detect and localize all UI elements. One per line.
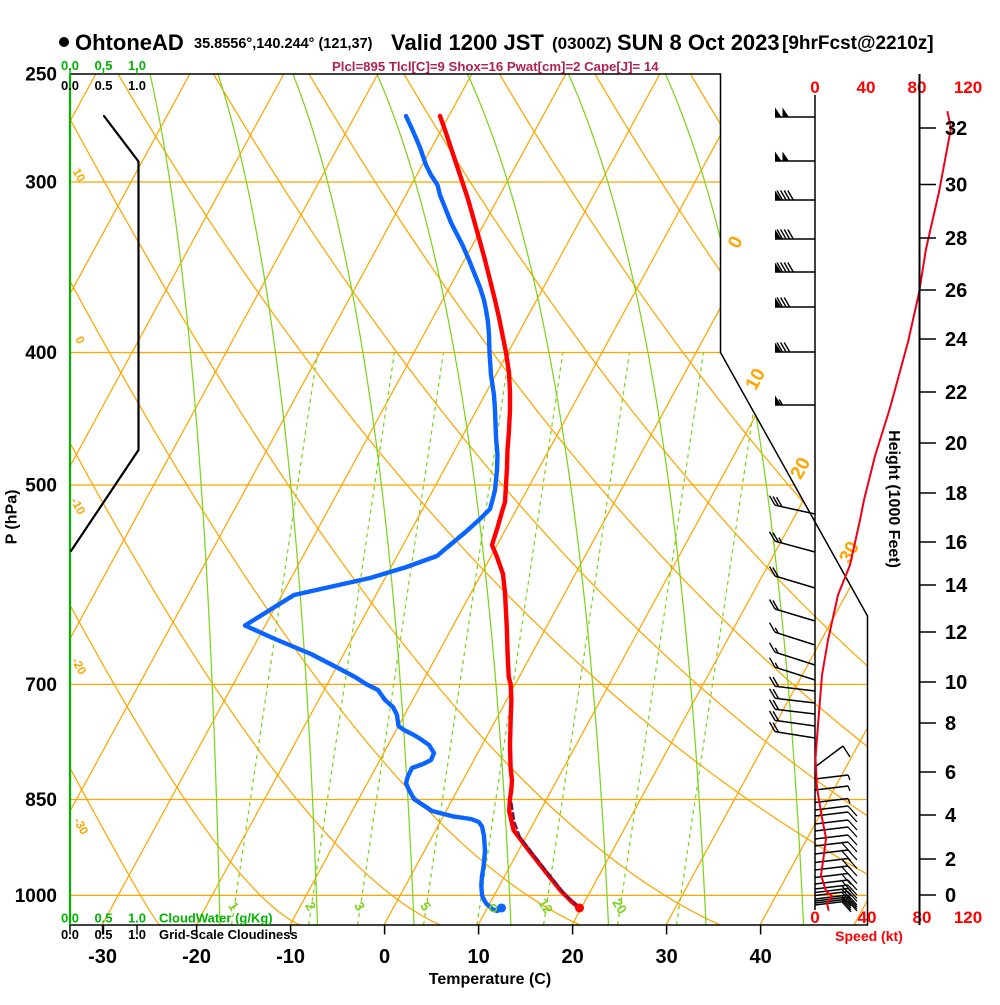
svg-text:4: 4 [945,805,957,827]
svg-text:0.0: 0.0 [61,911,79,926]
svg-text:10: 10 [467,946,489,968]
svg-text:700: 700 [25,675,57,696]
svg-text:Valid 1200 JST: Valid 1200 JST [391,30,544,55]
svg-text:0: 0 [379,946,390,968]
svg-text:40: 40 [749,946,771,968]
svg-text:0.5: 0.5 [94,927,112,942]
svg-text:Speed (kt): Speed (kt) [835,928,903,944]
svg-text:Temperature (C): Temperature (C) [429,971,551,988]
svg-text:0.0: 0.0 [61,927,79,942]
svg-text:1.0: 1.0 [128,58,146,73]
svg-text:[9hrFcst@2210z]: [9hrFcst@2210z] [782,33,934,54]
svg-text:-10: -10 [276,946,305,968]
svg-text:40: 40 [857,78,876,97]
svg-text:12: 12 [535,896,556,917]
svg-text:80: 80 [913,908,932,927]
svg-text:0: 0 [810,908,819,927]
svg-text:0: 0 [810,78,819,97]
svg-text:26: 26 [945,280,967,302]
svg-text:1000: 1000 [15,886,57,907]
svg-text:0.5: 0.5 [94,911,112,926]
svg-text:30: 30 [655,946,677,968]
svg-text:-30: -30 [88,946,117,968]
svg-text:10: 10 [945,672,967,694]
svg-text:SUN 8 Oct 2023: SUN 8 Oct 2023 [617,30,780,55]
svg-text:300: 300 [25,173,57,194]
svg-text:24: 24 [945,329,968,351]
svg-text:10: 10 [70,166,89,185]
svg-text:120: 120 [954,78,982,97]
svg-text:20: 20 [561,946,583,968]
svg-text:1.0: 1.0 [128,927,146,942]
svg-text:0.0: 0.0 [61,58,79,73]
svg-text:32: 32 [945,118,967,140]
svg-text:500: 500 [25,476,57,497]
svg-text:28: 28 [945,228,967,250]
svg-text:35.8556°,140.244° (121,37): 35.8556°,140.244° (121,37) [194,36,373,52]
svg-text:250: 250 [25,65,57,86]
svg-text:80: 80 [908,78,927,97]
svg-text:0: 0 [945,885,956,907]
svg-text:0.5: 0.5 [94,58,112,73]
svg-text:22: 22 [945,382,967,404]
svg-text:P (hPa): P (hPa) [4,490,21,545]
svg-text:1.0: 1.0 [128,911,146,926]
svg-text:12: 12 [945,622,967,644]
svg-text:40: 40 [858,908,877,927]
svg-text:14: 14 [945,575,968,597]
svg-text:Plcl=895 Tlcl[C]=9 Shox=16 Pwa: Plcl=895 Tlcl[C]=9 Shox=16 Pwat[cm]=2 Ca… [332,59,659,74]
svg-text:(0300Z): (0300Z) [552,34,612,53]
svg-text:400: 400 [25,343,57,364]
svg-text:0.0: 0.0 [61,78,79,93]
svg-text:6: 6 [945,762,956,784]
svg-text:CloudWater (g/Kg): CloudWater (g/Kg) [159,911,273,926]
svg-text:20: 20 [609,896,630,917]
svg-text:16: 16 [945,532,967,554]
svg-text:30: 30 [945,175,967,197]
svg-text:8: 8 [945,713,956,735]
svg-text:Grid-Scale Cloudiness: Grid-Scale Cloudiness [159,927,298,942]
svg-text:Height (1000 Feet): Height (1000 Feet) [885,430,902,568]
svg-text:1.0: 1.0 [128,78,146,93]
svg-text:0.5: 0.5 [94,78,112,93]
svg-text:850: 850 [25,790,57,811]
svg-text:2: 2 [945,849,956,871]
svg-text:20: 20 [945,433,967,455]
svg-text:18: 18 [945,483,967,505]
svg-text:-20: -20 [182,946,211,968]
svg-text:120: 120 [954,908,982,927]
svg-text:OhtoneAD: OhtoneAD [75,30,184,55]
